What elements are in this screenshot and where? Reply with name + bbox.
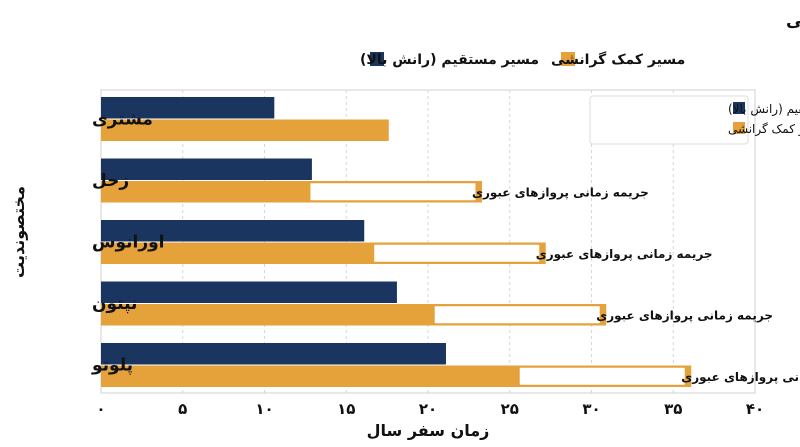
y-tick-labels: مشتری زحل اورانوس نپتون پلوتو <box>91 110 165 376</box>
legend-label: مسیر مستقیم (رانش بالا) <box>360 52 539 68</box>
legend-swatch <box>370 52 384 66</box>
annotation-box <box>373 243 541 263</box>
annotation-text: جریمه زمانی پروازهای عبوری <box>596 308 773 323</box>
legend-swatch <box>733 122 745 134</box>
y-tick-label: زحل <box>92 171 129 191</box>
annotations-layer: جریمه زمانی پروازهای عبوری جریمه زمانی پر… <box>309 182 800 386</box>
x-tick-label: ۳۰ <box>582 400 600 418</box>
bar-gravity-assist <box>101 119 389 141</box>
bar-direct <box>101 220 365 242</box>
x-tick-label: ۱۵ <box>337 400 355 418</box>
chart-title: مقایسه زمان سفر ماموریت‌های منظومه شمسی … <box>786 10 800 31</box>
annotation-box <box>518 366 686 386</box>
y-tick-label: نپتون <box>92 294 137 314</box>
y-tick-label: مشتری <box>92 110 153 130</box>
legend-top: مسیر کمک گرانشی مسیر مستقیم (رانش بالا) <box>360 51 685 68</box>
legend-label: مسیر کمک گرانشی <box>551 51 685 68</box>
x-tick-label: ۲۰ <box>419 400 437 418</box>
x-tick-label: ۰ <box>96 400 105 418</box>
legend-inside-box <box>589 95 749 145</box>
y-axis-label: مختصوندیت <box>9 186 28 278</box>
annotation-box <box>433 305 601 325</box>
x-axis-label: زمان سفر سال <box>367 421 490 440</box>
annotation-text: جریمه زمانی پروازهای عبوری <box>472 185 649 200</box>
annotation-text: جریمه زمانی پروازهای عبوری <box>536 247 713 262</box>
x-tick-labels: ۰ ۵ ۱۰ ۱۵ ۲۰ ۲۵ ۳۰ ۳۵ ۴۰ <box>96 400 764 418</box>
legend-label: مسیر کمک گرانشی <box>728 122 800 137</box>
y-tick-label: پلوتو <box>91 356 133 376</box>
x-tick-label: ۴۰ <box>746 400 764 418</box>
x-tick-label: ۳۵ <box>664 400 682 418</box>
x-tick-label: ۵ <box>178 400 187 418</box>
bar-direct <box>101 281 397 303</box>
legend-swatch <box>561 52 575 66</box>
bar-direct <box>101 158 312 180</box>
y-tick-label: اورانوس <box>92 233 165 253</box>
legend-swatch <box>733 102 745 114</box>
bar-direct <box>101 343 446 365</box>
annotation-box <box>309 182 477 202</box>
x-tick-label: ۱۰ <box>255 400 273 418</box>
x-tick-label: ۲۵ <box>501 400 519 418</box>
bar-direct <box>101 97 275 119</box>
legend-label: مسیر مستقیم (رانش بالا) <box>728 102 800 117</box>
annotation-text: جریمه زمانی پروازهای عبوری <box>681 370 800 385</box>
legend-inside: مسیر مستقیم (رانش بالا) مسیر کمک گرانشی <box>589 95 800 145</box>
